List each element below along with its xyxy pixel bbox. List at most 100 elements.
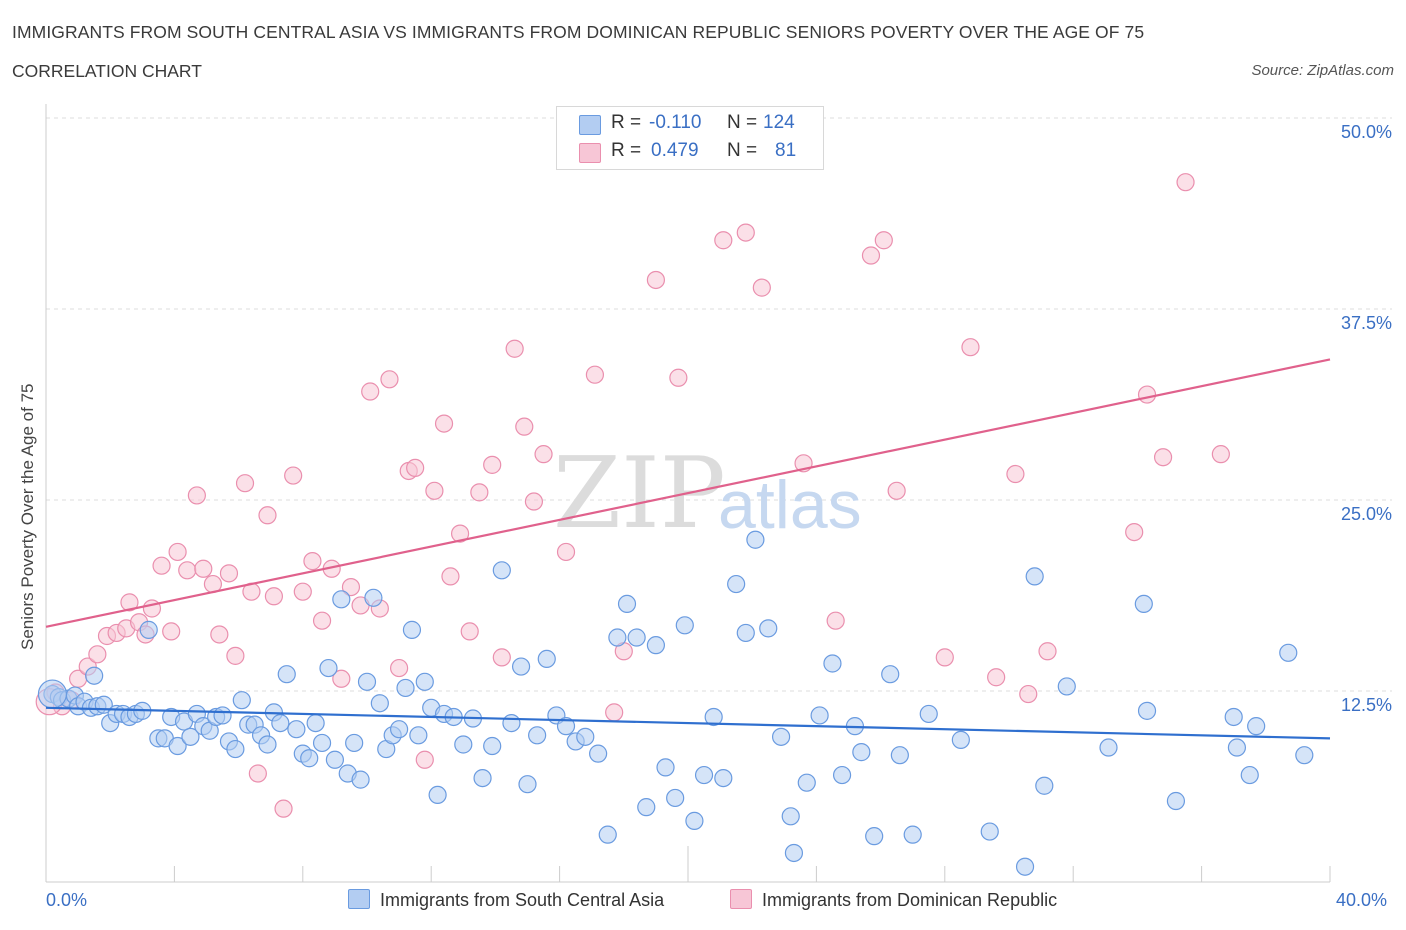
x-tick-label-max: 40.0% <box>1336 890 1388 910</box>
dominican-republic-point-26 <box>258 506 277 525</box>
south-central-asia-point-61 <box>428 785 447 805</box>
south-central-asia-point-85 <box>656 758 675 777</box>
dominican-republic-point-29 <box>284 466 303 485</box>
south-central-asia-point-28 <box>213 706 232 725</box>
watermark-atlas: atlas <box>718 467 862 543</box>
south-central-asia-point-91 <box>714 768 733 788</box>
dominican-republic-point-70 <box>935 648 954 667</box>
south-central-asia-point-94 <box>746 530 765 549</box>
south-central-asia-point-39 <box>287 720 306 739</box>
dominican-republic-point-39 <box>380 370 399 389</box>
south-central-asia-point-46 <box>332 590 351 609</box>
south-central-asia-point-124 <box>1247 717 1266 736</box>
dominican-republic-point-37 <box>361 382 380 401</box>
dominican-republic-point-50 <box>483 455 502 474</box>
chart-subtitle: CORRELATION CHART <box>12 61 202 81</box>
y-axis-title: Seniors Poverty Over the Age of 75 <box>18 383 37 650</box>
south-central-asia-point-113 <box>1025 567 1044 586</box>
dominican-republic-point-43 <box>415 750 434 769</box>
south-central-asia-point-58 <box>409 726 428 745</box>
dominican-republic-point-47 <box>450 524 470 543</box>
south-central-asia-point-52 <box>370 694 389 713</box>
dominican-republic-point-34 <box>332 669 351 688</box>
south-central-asia-point-104 <box>852 743 871 762</box>
south-central-asia-point-8 <box>85 666 104 685</box>
gridlines <box>46 117 1392 692</box>
y-tick-label-2: 37.5% <box>1340 313 1392 333</box>
south-central-asia-point-37 <box>271 713 290 733</box>
south-central-asia-point-111 <box>980 822 999 841</box>
trendline-south-central-asia <box>45 706 1331 740</box>
south-central-asia-point-77 <box>576 727 595 746</box>
south-central-asia-point-30 <box>226 739 245 759</box>
dominican-republic-point-56 <box>556 542 576 562</box>
legend-swatch-pink <box>579 143 601 163</box>
bottom-legend-label: Immigrants from Dominican Republic <box>762 890 1058 910</box>
dominican-republic-point-15 <box>168 542 187 562</box>
south-central-asia-point-108 <box>903 825 922 844</box>
bottom-legend-south-central-asia: Immigrants from South Central Asia <box>348 889 664 911</box>
dominican-republic-point-49 <box>470 483 489 502</box>
dominican-republic-point-53 <box>515 417 534 436</box>
dominican-republic-point-73 <box>1006 464 1025 484</box>
south-central-asia-point-21 <box>168 736 187 756</box>
south-central-asia-point-45 <box>325 750 344 769</box>
bottom-legend-swatch-blue <box>348 889 370 909</box>
dominican-republic-point-62 <box>714 231 733 250</box>
south-central-asia-point-97 <box>784 843 804 863</box>
south-central-asia-point-56 <box>396 678 415 698</box>
dominican-republic-point-79 <box>1176 173 1195 192</box>
dominican-republic-point-63 <box>736 223 755 242</box>
south-central-asia-point-102 <box>832 765 852 785</box>
y-tick-label-1: 25.0% <box>1340 504 1392 524</box>
bottom-legend-label: Immigrants from South Central Asia <box>380 890 665 910</box>
legend-n-value: 81 <box>775 140 797 161</box>
dominican-republic-point-42 <box>406 458 425 478</box>
south-central-asia-point-23 <box>181 727 200 746</box>
legend-n-label: N = <box>727 112 758 133</box>
south-central-asia-point-84 <box>646 636 666 655</box>
south-central-asia-point-35 <box>258 735 277 754</box>
dominican-republic-point-74 <box>1019 684 1038 704</box>
dominican-republic-point-77 <box>1137 385 1157 404</box>
south-central-asia-point-81 <box>617 594 637 614</box>
dominican-republic-point-61 <box>669 368 688 387</box>
dominican-republic-point-51 <box>492 648 511 667</box>
south-central-asia-point-95 <box>759 619 778 638</box>
dominican-republic-point-52 <box>505 339 524 358</box>
x-tick-label-min: 0.0% <box>46 890 88 910</box>
dominican-republic-point-57 <box>585 365 605 384</box>
dominican-republic-point-28 <box>274 799 293 818</box>
bottom-legend-swatch-pink <box>730 889 752 909</box>
south-central-asia-point-66 <box>473 768 492 788</box>
south-central-asia-point-123 <box>1279 643 1298 662</box>
south-central-asia-point-120 <box>1224 707 1243 727</box>
y-tick-label-0: 12.5% <box>1340 695 1392 715</box>
south-central-asia-point-59 <box>415 672 434 691</box>
south-central-asia-point-100 <box>810 706 829 725</box>
trendlines <box>45 358 1331 740</box>
dominican-republic-point-46 <box>441 567 460 586</box>
dominican-republic-point-22 <box>226 646 245 665</box>
south-central-asia-point-109 <box>919 704 938 724</box>
source-credit: Source: ZipAtlas.com <box>1251 62 1394 79</box>
dominican-republic-point-75 <box>1038 642 1057 661</box>
south-central-asia-point-99 <box>797 773 816 792</box>
south-central-asia-point-119 <box>1166 791 1186 811</box>
south-central-asia-point-82 <box>627 628 646 647</box>
dominican-republic-point-13 <box>152 556 171 575</box>
south-central-asia-point-67 <box>483 736 502 756</box>
dominican-republic-point-14 <box>162 622 181 641</box>
dominican-republic-point-21 <box>219 564 239 583</box>
dominican-republic-point-48 <box>460 622 479 641</box>
south-central-asia-point-86 <box>666 788 685 808</box>
south-central-asia-point-78 <box>589 744 608 763</box>
dominican-republic-point-20 <box>210 625 229 644</box>
dominican-republic-point-78 <box>1153 448 1173 467</box>
south-central-asia-point-88 <box>685 811 704 830</box>
legend-n-label: N = <box>727 140 758 161</box>
dominican-republic-point-23 <box>235 474 255 493</box>
dominican-republic-point-44 <box>425 481 444 500</box>
dominican-republic-point-71 <box>961 338 980 357</box>
